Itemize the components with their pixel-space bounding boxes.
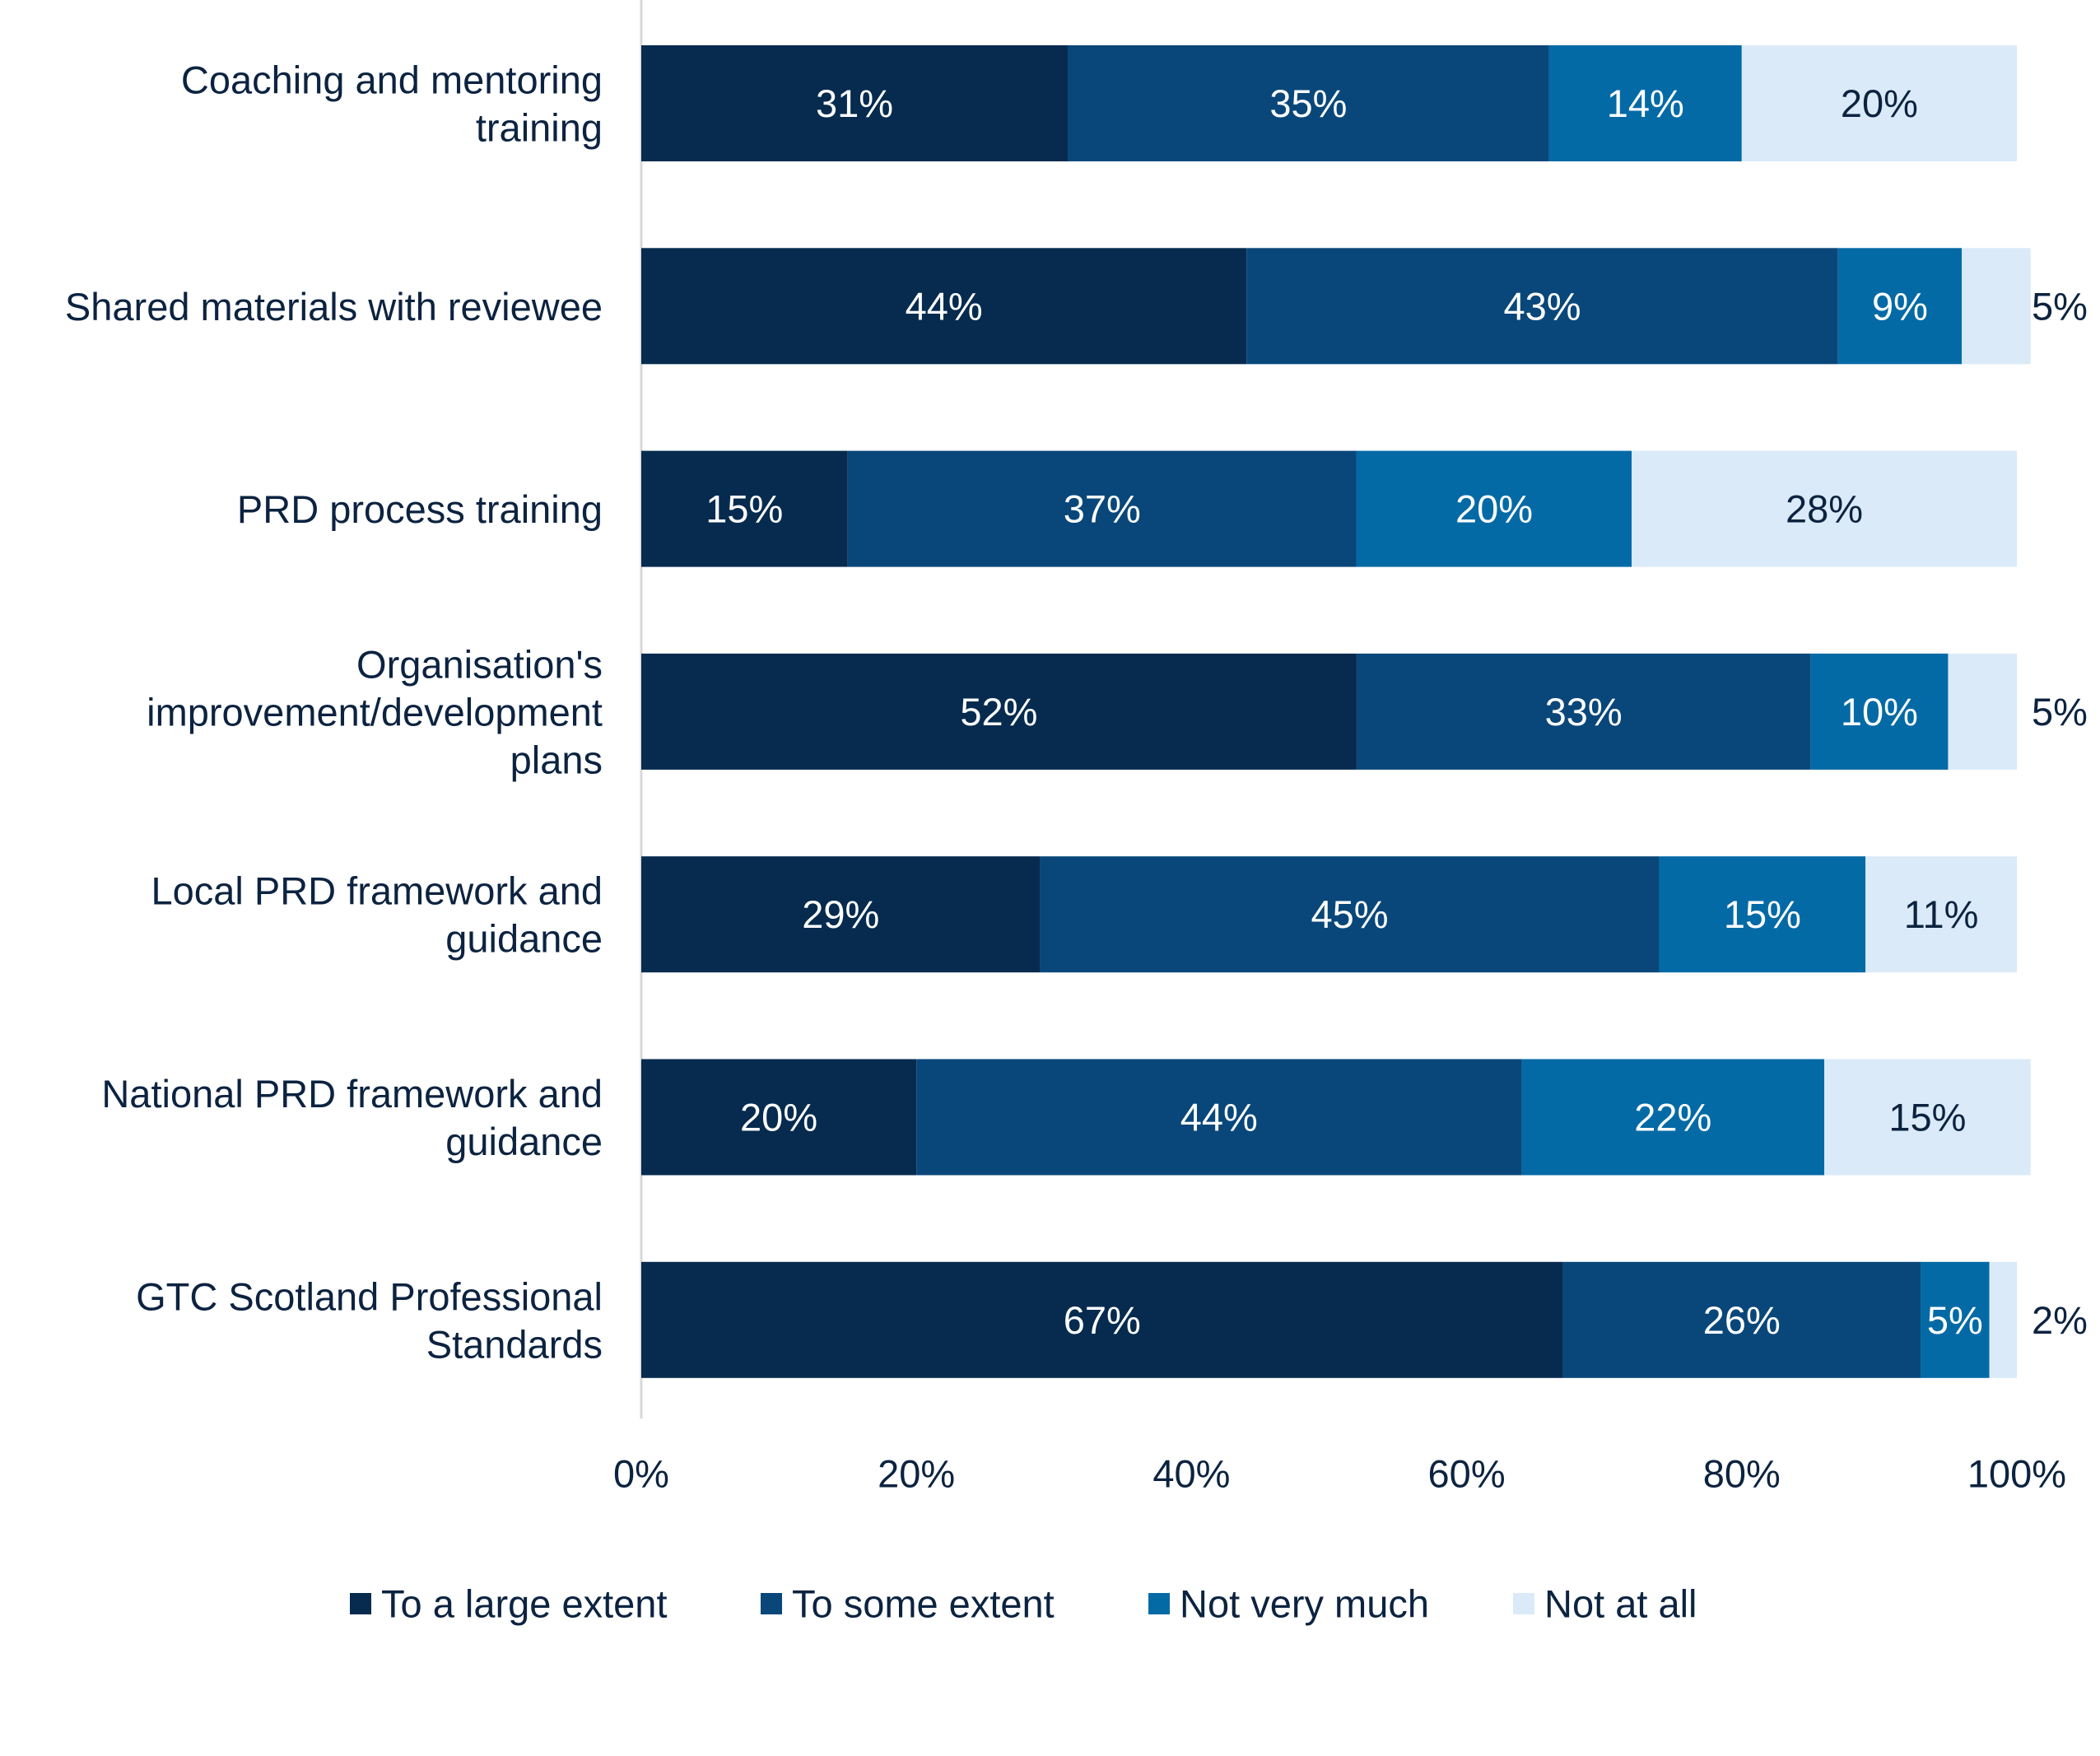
category-label: GTC Scotland Professional Standards	[136, 1274, 603, 1366]
bar-segment	[1562, 1261, 1921, 1378]
x-tick-label: 0%	[613, 1452, 669, 1496]
data-label: 20%	[1455, 487, 1533, 531]
bar-segment	[1356, 653, 1811, 770]
category-label: Coaching and mentoring training	[181, 58, 603, 149]
data-label: 33%	[1545, 690, 1623, 734]
legend-label: Not at all	[1544, 1582, 1697, 1626]
legend-swatch	[1513, 1593, 1534, 1614]
bar-segment	[1921, 1261, 1990, 1378]
data-label: 31%	[816, 82, 893, 125]
bar-segment	[1659, 856, 1866, 973]
data-label: 20%	[1841, 82, 1918, 125]
data-label: 9%	[1872, 284, 1928, 328]
x-tick-label: 40%	[1152, 1452, 1230, 1496]
data-label: 10%	[1841, 690, 1918, 734]
data-label: 2%	[2032, 1298, 2088, 1342]
category-label-line: Organisation's	[356, 642, 603, 686]
bar-segment	[641, 248, 1247, 365]
x-tick-label: 80%	[1703, 1452, 1781, 1496]
data-label: 37%	[1064, 487, 1141, 531]
bar-segment	[1824, 1059, 2031, 1176]
data-label: 15%	[1888, 1096, 1966, 1139]
legend-swatch	[1148, 1593, 1170, 1614]
bar-segment	[1632, 450, 2017, 567]
data-label: 20%	[740, 1096, 817, 1139]
data-label: 44%	[1180, 1096, 1258, 1139]
data-label: 14%	[1607, 82, 1684, 125]
bar-segment	[1989, 1261, 2017, 1378]
category-label: Shared materials with reviewee	[65, 284, 603, 328]
data-label: 44%	[906, 284, 983, 328]
category-label-line: plans	[510, 738, 603, 781]
category-label: Organisation's improvement/development pla…	[147, 642, 603, 781]
bar-segment	[1741, 45, 2017, 161]
bar-segment	[641, 45, 1069, 161]
legend-label: Not very much	[1180, 1582, 1429, 1626]
bar-segment	[1040, 856, 1660, 973]
data-label: 11%	[1904, 892, 1979, 936]
data-label: 5%	[2032, 284, 2088, 328]
bar-segment	[641, 1059, 917, 1176]
category-label-line: Coaching and mentoring	[181, 58, 603, 101]
bar-segment	[1521, 1059, 1825, 1176]
legend-swatch	[761, 1593, 782, 1614]
bar-segment	[847, 450, 1357, 567]
data-label: 22%	[1634, 1096, 1711, 1139]
bar-segment	[1962, 248, 2031, 365]
data-label: 5%	[1927, 1298, 1983, 1342]
data-label: 15%	[1724, 892, 1801, 936]
category-label-line: PRD process training	[237, 487, 603, 531]
bar-segment	[1356, 450, 1632, 567]
category-label-line: guidance	[445, 916, 603, 960]
bar-segment	[1948, 653, 2017, 770]
data-label: 52%	[960, 690, 1037, 734]
x-tick-label: 60%	[1428, 1452, 1506, 1496]
data-label: 29%	[802, 892, 879, 936]
bar-segment	[1865, 856, 2017, 973]
legend-label: To some extent	[792, 1582, 1055, 1626]
data-label: 5%	[2032, 690, 2088, 734]
category-label: Local PRD framework and guidance	[151, 869, 603, 960]
bar-segment	[1548, 45, 1742, 161]
category-label-line: Standards	[426, 1322, 603, 1366]
bar-segment	[916, 1059, 1522, 1176]
bar-segment	[1068, 45, 1549, 161]
category-label-line: Local PRD framework and	[151, 869, 603, 912]
data-label: 26%	[1703, 1298, 1781, 1342]
legend-label: To a large extent	[381, 1582, 668, 1626]
x-tick-label: 100%	[1967, 1452, 2066, 1496]
data-label: 15%	[705, 487, 783, 531]
bar-segment	[641, 450, 848, 567]
category-label: National PRD framework and guidance	[101, 1072, 603, 1163]
category-label-line: GTC Scotland Professional	[136, 1274, 603, 1318]
bar-segment	[1837, 248, 1963, 365]
data-label: 28%	[1786, 487, 1863, 531]
category-label-line: National PRD framework and	[101, 1072, 603, 1116]
category-label-line: training	[476, 105, 603, 149]
bar-segment	[641, 1261, 1563, 1378]
category-label: PRD process training	[237, 487, 603, 531]
data-label: 35%	[1269, 82, 1347, 125]
category-label-line: guidance	[445, 1120, 603, 1163]
bar-segment	[1810, 653, 1949, 770]
bar-segment	[641, 856, 1041, 973]
category-label-line: improvement/development	[147, 690, 603, 734]
category-label-line: Shared materials with reviewee	[65, 284, 603, 328]
bar-segment	[1246, 248, 1838, 365]
legend-swatch	[350, 1593, 371, 1614]
data-label: 45%	[1311, 892, 1389, 936]
bar-segment	[641, 653, 1357, 770]
x-tick-label: 20%	[878, 1452, 955, 1496]
data-label: 67%	[1064, 1298, 1141, 1342]
data-label: 43%	[1503, 284, 1581, 328]
